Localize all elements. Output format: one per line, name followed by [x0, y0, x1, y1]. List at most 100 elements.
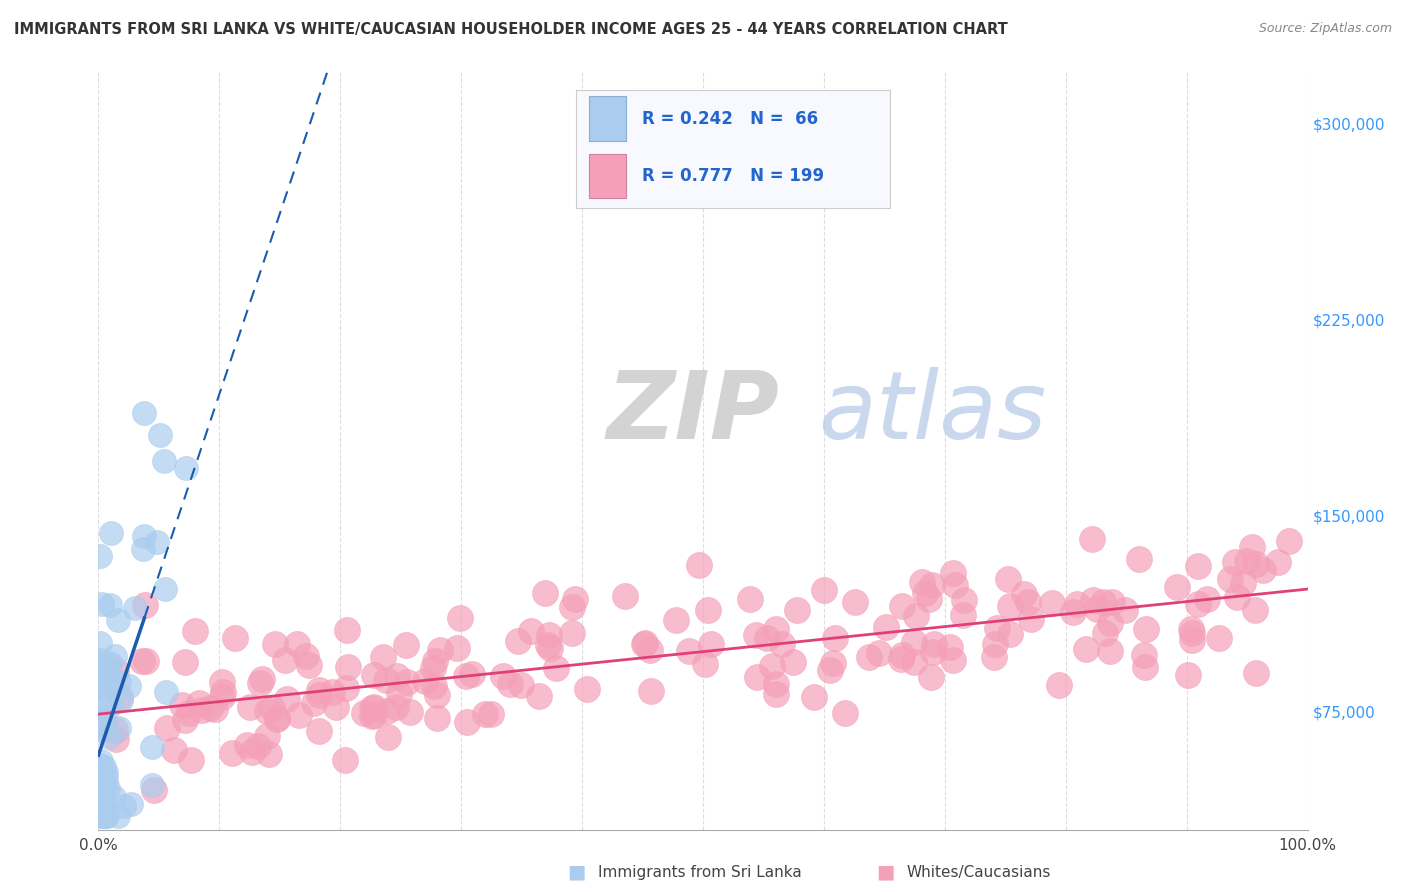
Point [1278, 534, 1301, 549]
Point [423, 679, 446, 693]
Point [388, 688, 411, 702]
Point [285, 637, 308, 651]
Point [561, 600, 583, 615]
Point [456, 669, 478, 683]
Point [97, 780, 120, 795]
Point [446, 640, 468, 655]
Point [1000, 627, 1022, 641]
Point [665, 613, 688, 627]
Point [191, 703, 214, 717]
Point [298, 657, 321, 672]
Point [131, 654, 153, 668]
Point [943, 578, 966, 592]
Point [1246, 557, 1268, 571]
Point [89, 772, 111, 786]
Point [90, 764, 112, 779]
Point [858, 649, 880, 664]
Point [93, 809, 115, 823]
Point [93, 683, 115, 698]
Point [93, 682, 115, 697]
Point [155, 685, 177, 699]
Point [1232, 575, 1254, 590]
Point [834, 706, 856, 721]
Point [90, 653, 112, 667]
Point [499, 676, 522, 690]
Point [266, 710, 288, 724]
Point [198, 701, 221, 715]
Point [1197, 591, 1219, 606]
Point [302, 696, 325, 710]
Point [1087, 601, 1109, 615]
Point [384, 700, 406, 714]
Point [266, 712, 288, 726]
Point [396, 674, 419, 689]
Point [104, 731, 127, 746]
Point [997, 572, 1019, 586]
Point [429, 643, 451, 657]
Point [426, 711, 449, 725]
Point [782, 656, 804, 670]
Point [141, 778, 163, 792]
Point [98, 657, 121, 671]
Point [875, 620, 897, 634]
Point [508, 634, 530, 648]
Point [491, 668, 513, 682]
Point [132, 406, 155, 420]
Text: ■: ■ [567, 863, 586, 882]
Text: ZIP: ZIP [606, 367, 779, 458]
Point [211, 675, 233, 690]
Point [274, 653, 297, 667]
Point [941, 566, 963, 580]
Point [479, 707, 502, 722]
Point [385, 669, 408, 683]
Point [813, 582, 835, 597]
Point [770, 637, 793, 651]
Point [561, 626, 583, 640]
Text: atlas: atlas [818, 367, 1046, 458]
Point [744, 628, 766, 642]
Point [868, 646, 890, 660]
Point [375, 673, 398, 688]
Point [422, 660, 444, 674]
Point [112, 799, 135, 814]
Point [371, 650, 394, 665]
Point [89, 764, 111, 779]
Point [183, 624, 205, 639]
Point [697, 603, 720, 617]
Point [94, 771, 117, 785]
Point [756, 631, 779, 645]
Point [107, 675, 129, 690]
Point [98, 599, 121, 613]
Point [1243, 603, 1265, 617]
Point [90, 755, 112, 769]
Point [134, 599, 156, 613]
Point [1114, 603, 1136, 617]
Point [449, 610, 471, 624]
Point [89, 803, 111, 817]
Point [179, 706, 201, 721]
Point [1180, 622, 1202, 636]
Point [336, 623, 359, 637]
Point [333, 753, 356, 767]
Point [1128, 552, 1150, 566]
Point [94, 809, 117, 823]
Point [170, 698, 193, 712]
Point [308, 682, 330, 697]
Point [247, 739, 270, 754]
Text: IMMIGRANTS FROM SRI LANKA VS WHITE/CAUCASIAN HOUSEHOLDER INCOME AGES 25 - 44 YEA: IMMIGRANTS FROM SRI LANKA VS WHITE/CAUCA… [14, 22, 1008, 37]
Point [204, 701, 226, 715]
Point [1226, 590, 1249, 604]
Point [747, 670, 769, 684]
Point [1187, 597, 1209, 611]
Point [260, 700, 283, 714]
Point [538, 640, 561, 655]
Point [1101, 595, 1123, 609]
Point [256, 729, 278, 743]
Point [107, 809, 129, 823]
Point [250, 672, 273, 686]
Point [1244, 665, 1267, 680]
Point [398, 705, 420, 719]
Point [90, 809, 112, 823]
Point [353, 706, 375, 720]
Point [914, 585, 936, 599]
